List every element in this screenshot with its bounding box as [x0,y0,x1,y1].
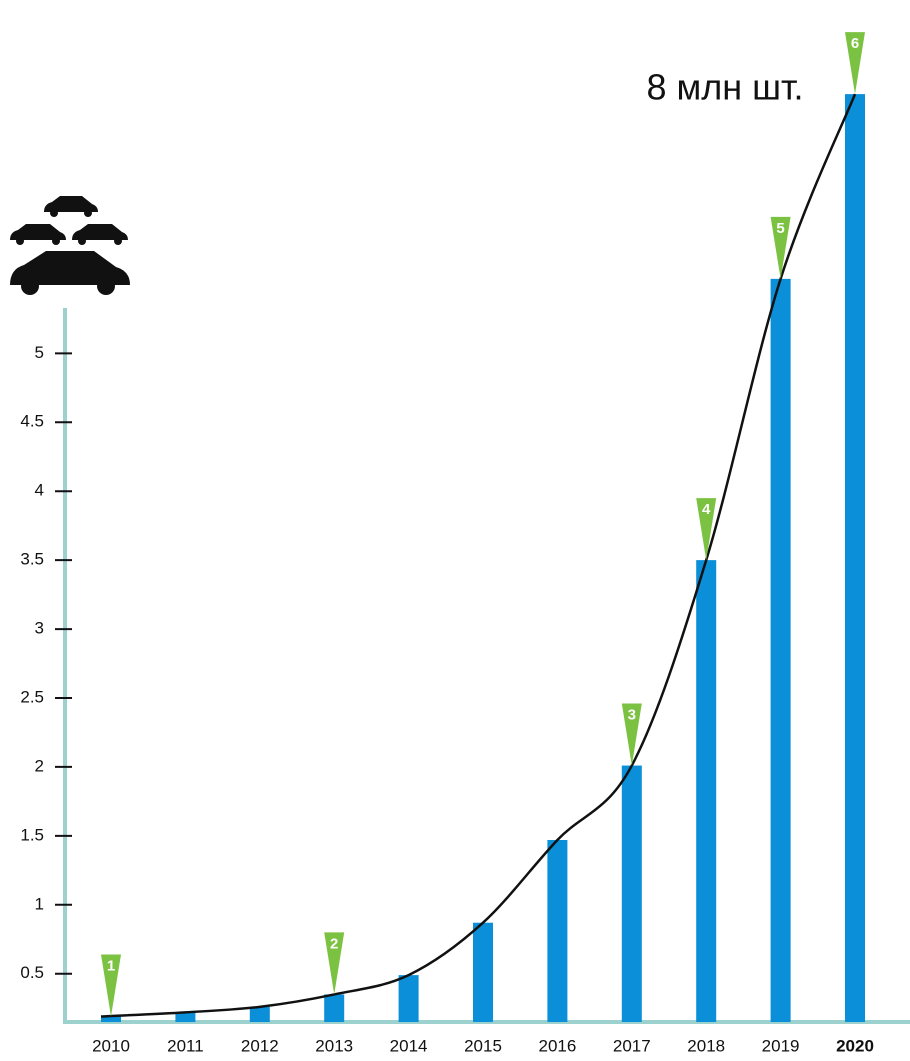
x-tick-label: 2011 [167,1036,204,1055]
x-tick-label: 2018 [687,1036,725,1055]
bar [398,975,419,1022]
marker-label: 4 [702,501,711,518]
x-tick-label: 2014 [390,1036,428,1055]
trend-line [100,93,857,1018]
bar [249,1006,270,1022]
car-icons [10,196,130,295]
y-tick-label: 4.5 [20,412,44,431]
marker [696,498,717,561]
marker [770,216,791,279]
x-tick-label: 2012 [241,1036,279,1055]
bar [175,1012,196,1022]
marker-label: 1 [107,957,115,974]
y-tick-label: 1 [35,894,44,913]
bar [547,840,568,1022]
x-tick-label: 2016 [538,1036,576,1055]
bar [696,560,717,1022]
bar [621,765,642,1022]
x-tick-label: 2017 [613,1036,651,1055]
y-tick-label: 0.5 [20,963,44,982]
y-tick-label: 4 [35,481,44,500]
marker [324,932,345,995]
marker-label: 2 [330,935,338,952]
marker [621,703,642,766]
bar [324,994,345,1022]
x-tick-label: 2020 [836,1036,874,1055]
y-tick-label: 2 [35,756,44,775]
x-tick-label: 2013 [315,1036,353,1055]
y-tick-label: 2.5 [20,687,44,706]
y-tick-label: 3.5 [20,550,44,569]
annotation: 8 млн шт. [646,67,803,108]
bar [845,94,865,1023]
marker [101,954,121,1017]
y-tick-label: 3 [35,619,44,638]
marker-label: 3 [628,707,636,724]
y-tick-label: 5 [35,343,44,362]
bar [770,278,791,1023]
x-tick-label: 2015 [464,1036,502,1055]
marker [845,32,865,95]
marker-label: 6 [851,35,859,52]
x-tick-label: 2010 [92,1036,130,1055]
marker-label: 5 [776,220,784,237]
x-tick-label: 2019 [762,1036,800,1055]
bar [101,1016,121,1022]
y-tick-label: 1.5 [20,825,44,844]
bar [473,922,493,1022]
